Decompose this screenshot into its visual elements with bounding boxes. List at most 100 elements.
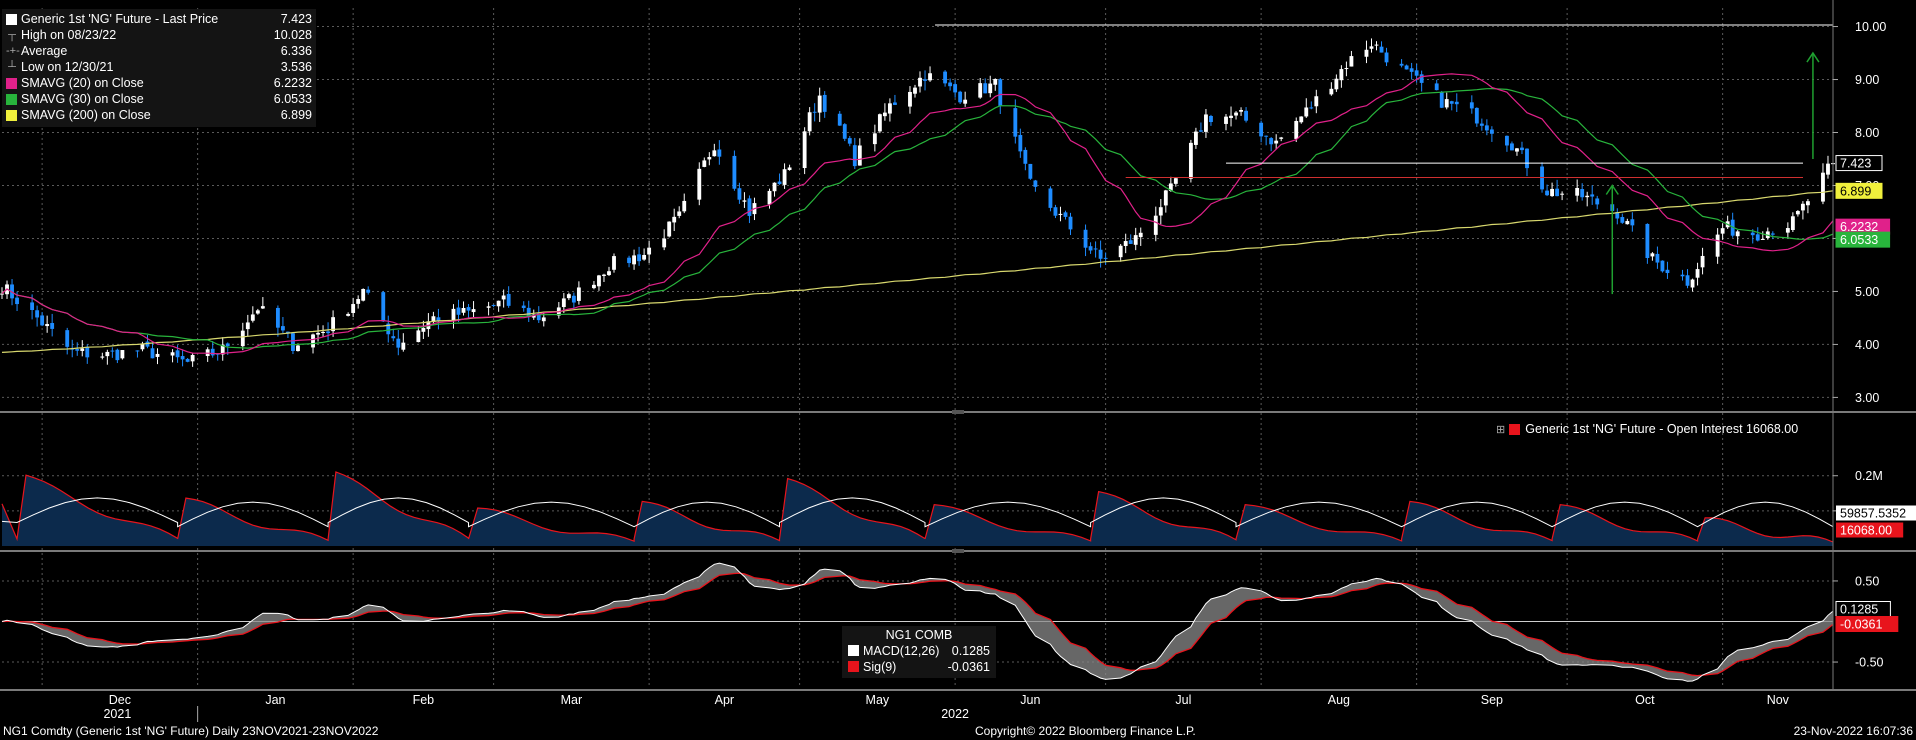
month-tick-label: Apr — [715, 693, 734, 707]
candle-body — [1690, 279, 1695, 288]
candle-body — [772, 182, 777, 192]
expand-icon[interactable]: ⊞ — [1496, 423, 1506, 436]
candle-body — [85, 346, 90, 358]
candle-body — [220, 344, 225, 355]
candle-body — [1083, 229, 1088, 248]
macd-legend-swatch — [848, 661, 859, 672]
legend-row-label: Low on 12/30/21 — [21, 60, 114, 74]
candle-body — [45, 324, 50, 327]
month-tick-label: Dec — [109, 693, 131, 707]
macd-badge-label: -0.0361 — [1840, 618, 1882, 632]
month-tick-label: Jun — [1020, 693, 1040, 707]
macd-legend-title: NG1 COMB — [885, 628, 953, 642]
target-arrow-left-head — [1605, 184, 1619, 195]
candle-body — [988, 83, 993, 94]
candle-body — [697, 168, 702, 200]
candle-body — [1138, 232, 1143, 238]
candle-body — [1826, 163, 1830, 175]
candle-body — [1334, 78, 1339, 90]
candle-body — [471, 309, 476, 313]
candle-body — [607, 271, 611, 276]
candle-body — [1474, 107, 1479, 124]
candle-body — [1188, 142, 1193, 179]
candle-body — [913, 87, 917, 94]
candle-body — [1018, 135, 1023, 152]
legend-swatch — [6, 77, 17, 89]
candle-body — [1264, 135, 1269, 137]
candle-body — [326, 331, 330, 334]
candle-body — [311, 334, 315, 348]
legend-row-value: 6.2232 — [273, 76, 312, 90]
legend-row: ┴ Low on 12/30/21 3.536 — [6, 59, 312, 75]
candle-body — [1339, 69, 1344, 81]
price-badge — [1835, 231, 1891, 248]
candle-body — [717, 149, 722, 157]
candle-body — [15, 297, 19, 305]
macd-legend-label: MACD(12,26) — [848, 644, 939, 660]
candle-body — [50, 323, 55, 329]
candle-body — [80, 348, 85, 351]
candle-body — [677, 211, 682, 216]
candle-body — [486, 306, 491, 308]
price-badge-label: 6.899 — [1840, 184, 1871, 198]
macd-legend: NG1 COMB MACD(12,26) 0.1285 Sig(9) -0.0361 — [842, 626, 996, 678]
candle-body — [1229, 115, 1233, 118]
month-tick-label: Sep — [1481, 693, 1503, 707]
candle-body — [712, 150, 717, 157]
legend-row-value: 6.336 — [280, 44, 312, 58]
legend-swatch — [6, 109, 17, 121]
candle-body — [366, 289, 371, 293]
year-tick-label: 2021 — [103, 707, 131, 721]
candle-body — [1279, 137, 1284, 139]
footer-copyright: Copyright© 2022 Bloomberg Finance L.P. — [975, 724, 1196, 738]
candle-body — [461, 308, 466, 313]
candle-body — [526, 307, 531, 318]
price-badge-label: 7.423 — [1840, 157, 1871, 171]
candle-body — [1239, 109, 1243, 112]
open-interest-panel — [1, 471, 1834, 546]
candle-body — [1650, 253, 1655, 257]
candle-body — [872, 133, 877, 145]
candle-body — [667, 221, 672, 237]
avg-marker-icon: -+- — [6, 45, 20, 57]
candle-body — [1344, 68, 1349, 70]
candle-body — [296, 345, 300, 352]
legend-row-value: 3.536 — [280, 60, 312, 74]
candle-body — [1479, 123, 1484, 126]
candle-body — [1063, 212, 1068, 217]
candle-body — [882, 112, 887, 117]
candle-body — [1580, 189, 1585, 198]
candle-body — [817, 95, 822, 113]
candle-body — [948, 82, 953, 87]
candle-body — [566, 294, 571, 299]
month-tick-label: May — [866, 693, 890, 707]
candle-body — [185, 358, 190, 362]
candle-body — [908, 91, 912, 107]
candle-body — [105, 351, 110, 357]
candle-body — [240, 330, 245, 347]
candle-body — [1274, 140, 1279, 144]
candle-body — [1660, 260, 1665, 272]
candle-body — [421, 327, 426, 332]
legend-row: SMAVG (20) on Close 6.2232 — [6, 75, 312, 91]
candle-body — [291, 333, 295, 351]
candle-body — [135, 350, 140, 352]
oi-legend-label: Generic 1st 'NG' Future - Open Interest … — [1525, 422, 1799, 436]
candle-body — [923, 79, 927, 81]
candle-body — [1575, 187, 1580, 196]
candle-body — [943, 71, 948, 84]
candle-body — [40, 315, 45, 326]
legend-title-row: Generic 1st 'NG' Future - Last Price 7.4… — [6, 11, 312, 27]
candle-body — [963, 99, 968, 104]
candle-body — [456, 307, 461, 315]
macd-tick-label: -0.50 — [1855, 656, 1884, 670]
candle-body — [561, 298, 566, 308]
candle-body — [175, 350, 180, 358]
price-badge-label: 6.0533 — [1840, 233, 1878, 247]
candle-body — [225, 343, 230, 347]
candle-body — [1098, 249, 1103, 259]
candle-body — [1193, 131, 1198, 145]
oi-badge — [1836, 505, 1916, 521]
candle-body — [275, 307, 280, 328]
legend-row-label: High on 08/23/22 — [21, 28, 117, 42]
